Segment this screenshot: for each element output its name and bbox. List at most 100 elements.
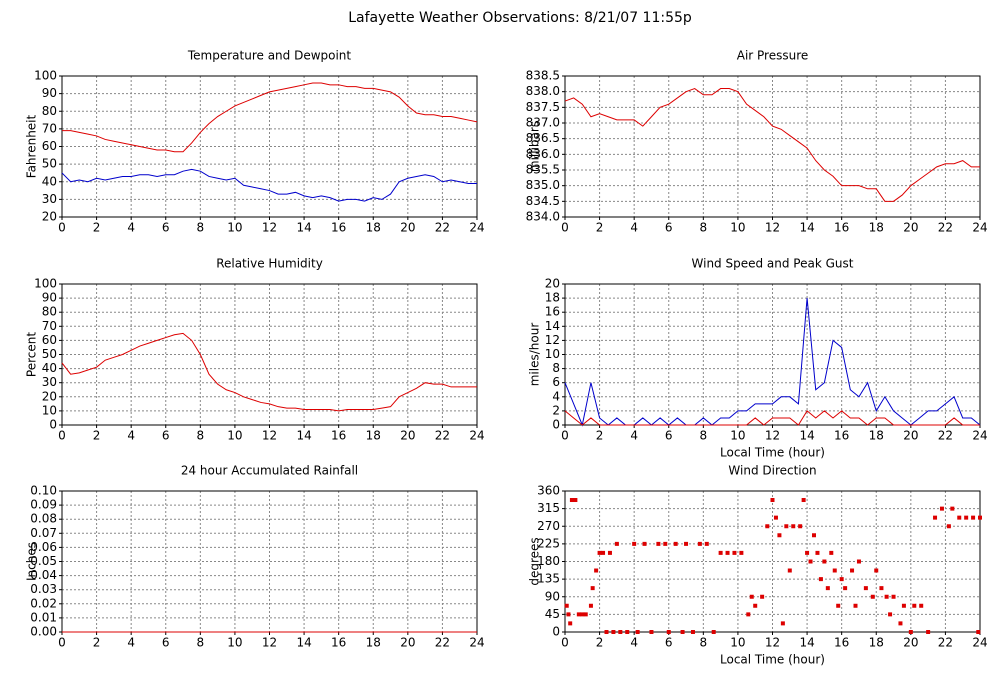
y-tick-label: 4 (552, 389, 560, 403)
data-point (718, 550, 723, 555)
data-point (649, 630, 654, 634)
x-tick-label: 8 (197, 429, 205, 443)
x-tick-label: 4 (127, 221, 135, 235)
y-tick-label: 0.04 (30, 568, 57, 582)
data-point (673, 541, 678, 546)
y-tick-label: 834.5 (526, 194, 560, 208)
y-tick-label: 20 (545, 277, 560, 291)
x-tick-label: 24 (469, 636, 484, 650)
y-tick-label: 838.0 (526, 84, 560, 98)
data-point (879, 586, 884, 591)
y-tick-label: 270 (537, 519, 560, 533)
x-tick-label: 18 (366, 429, 381, 443)
data-point (583, 612, 588, 617)
data-line (564, 87, 980, 202)
data-point (684, 541, 689, 546)
x-tick-label: 18 (869, 221, 884, 235)
y-tick-label: 10 (545, 347, 560, 361)
data-point (815, 550, 820, 555)
data-line (61, 168, 477, 202)
data-point (912, 603, 917, 608)
data-point (791, 524, 796, 529)
data-point (739, 550, 744, 555)
data-point (604, 630, 609, 634)
y-tick-label: 225 (537, 536, 560, 550)
data-point (957, 515, 962, 520)
y-tick-label: 90 (545, 589, 560, 603)
x-tick-label: 18 (869, 429, 884, 443)
x-tick-label: 8 (197, 221, 205, 235)
data-point (926, 630, 931, 634)
x-tick-label: 22 (435, 429, 450, 443)
data-point (853, 603, 858, 608)
page-title: Lafayette Weather Observations: 8/21/07 … (348, 10, 692, 26)
data-point (798, 524, 803, 529)
y-axis-label: Percent (25, 332, 39, 377)
y-tick-label: 50 (42, 347, 57, 361)
x-axis-label: Local Time (hour) (720, 446, 825, 460)
data-point (805, 550, 810, 555)
x-tick-label: 0 (561, 429, 569, 443)
y-tick-label: 80 (42, 104, 57, 118)
x-tick-label: 22 (938, 636, 953, 650)
data-point (753, 603, 758, 608)
data-point (950, 506, 955, 511)
x-tick-label: 22 (938, 221, 953, 235)
data-point (801, 498, 806, 503)
data-point (891, 594, 896, 599)
y-tick-label: 10 (42, 403, 57, 417)
data-point (594, 568, 599, 573)
y-tick-label: 315 (537, 501, 560, 515)
data-point (874, 568, 879, 573)
y-axis-label: millibars (528, 121, 542, 172)
x-tick-label: 4 (630, 429, 638, 443)
y-tick-label: 0.00 (30, 625, 57, 639)
x-tick-label: 8 (700, 221, 708, 235)
data-point (787, 568, 792, 573)
y-tick-label: 70 (42, 121, 57, 135)
x-tick-label: 24 (972, 429, 987, 443)
x-tick-label: 2 (93, 221, 101, 235)
data-point (601, 550, 606, 555)
y-tick-label: 30 (42, 192, 57, 206)
data-point (704, 541, 709, 546)
x-tick-label: 20 (400, 429, 415, 443)
y-tick-label: 70 (42, 319, 57, 333)
y-tick-label: 50 (42, 157, 57, 171)
x-tick-label: 2 (93, 636, 101, 650)
data-point (908, 630, 913, 634)
y-tick-label: 30 (42, 375, 57, 389)
data-point (971, 515, 976, 520)
y-axis-label: miles/hour (528, 323, 542, 387)
data-point (784, 524, 789, 529)
data-point (690, 630, 695, 634)
plot-frame (61, 75, 478, 218)
y-tick-label: 20 (42, 389, 57, 403)
chart-title: Relative Humidity (216, 257, 323, 271)
y-tick-label: 12 (545, 333, 560, 347)
y-tick-label: 60 (42, 333, 57, 347)
y-tick-label: 0.10 (30, 484, 57, 498)
x-tick-label: 10 (227, 221, 242, 235)
data-point (888, 612, 893, 617)
x-tick-label: 0 (58, 221, 66, 235)
data-point (597, 550, 602, 555)
data-point (566, 612, 571, 617)
y-tick-label: 0 (552, 418, 560, 432)
x-tick-label: 0 (561, 636, 569, 650)
y-tick-label: 0.02 (30, 596, 57, 610)
x-tick-label: 18 (366, 636, 381, 650)
data-point (856, 559, 861, 564)
x-tick-label: 22 (435, 221, 450, 235)
data-point (978, 515, 982, 520)
x-tick-label: 18 (366, 221, 381, 235)
data-point (808, 559, 813, 564)
x-tick-label: 12 (765, 221, 780, 235)
data-point (569, 498, 574, 503)
y-tick-label: 0.03 (30, 582, 57, 596)
y-tick-label: 80 (42, 305, 57, 319)
plot-frame (564, 75, 981, 218)
plot-frame (564, 490, 981, 633)
data-point (884, 594, 889, 599)
